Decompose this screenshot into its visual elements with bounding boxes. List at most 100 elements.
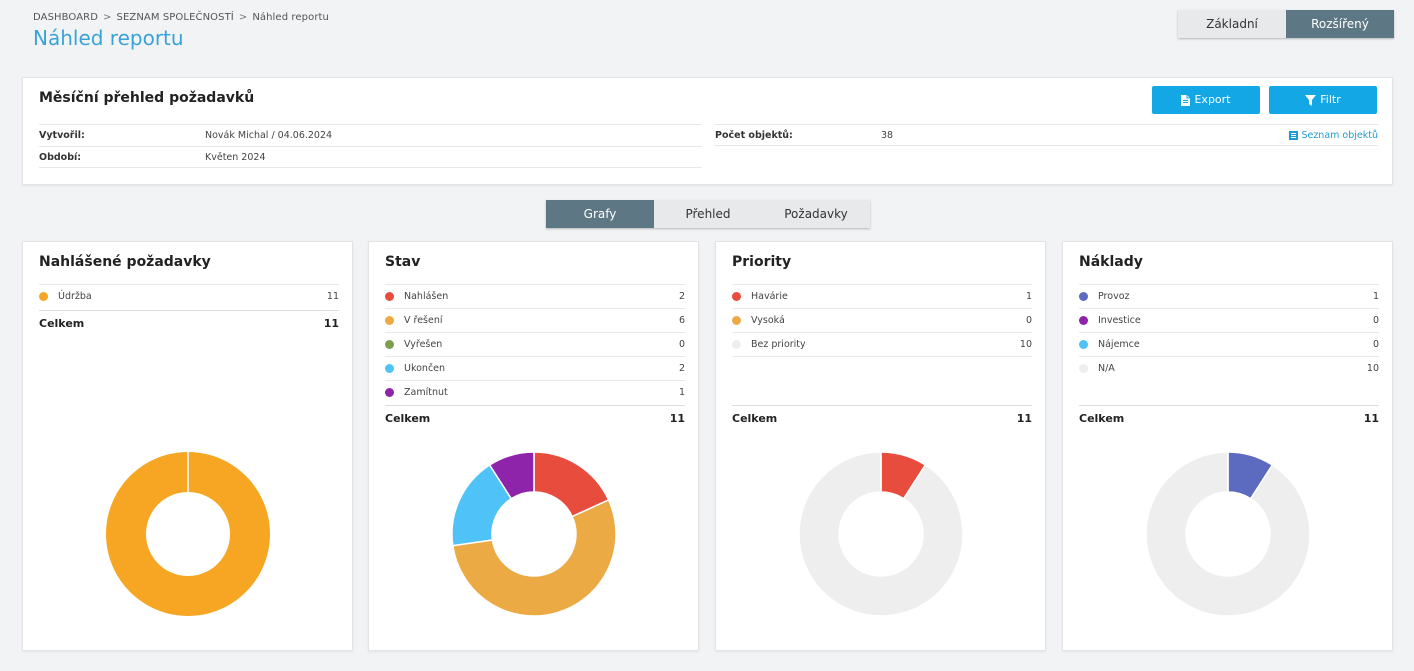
donut-slice-zam-tnut	[488, 451, 535, 500]
chart-total-row: Celkem 11	[1079, 405, 1379, 431]
created-by-label: Vytvořil:	[39, 130, 85, 141]
total-label: Celkem	[732, 412, 778, 425]
legend-item: N/A 10	[1079, 356, 1379, 380]
tab-overview[interactable]: Přehled	[654, 200, 762, 228]
filter-icon	[1305, 94, 1317, 106]
legend-label: Zamítnut	[404, 387, 448, 398]
legend-count: 0	[1025, 315, 1032, 326]
object-count-row: Počet objektů: 38 Seznam objektů	[715, 124, 1378, 146]
period-row: Období: Květen 2024	[39, 146, 702, 168]
legend-count: 2	[678, 363, 685, 374]
chart-title: Stav	[385, 254, 421, 270]
file-icon	[1181, 94, 1191, 106]
legend-color-dot	[385, 292, 394, 301]
chart-total-row: Celkem 11	[385, 405, 685, 431]
export-label: Export	[1194, 93, 1231, 106]
breadcrumb-current: Náhled reportu	[252, 12, 329, 23]
legend-count: 0	[1372, 315, 1379, 326]
legend-label: Vysoká	[751, 315, 785, 326]
legend-count: 10	[1366, 363, 1379, 374]
total-value: 11	[1363, 412, 1379, 425]
report-title: Měsíční přehled požadavků	[39, 90, 255, 106]
chart-total-row: Celkem 11	[732, 405, 1032, 431]
legend-count: 2	[678, 291, 685, 302]
legend-item: Zamítnut 1	[385, 380, 685, 404]
chart-panel-reported: Nahlášené požadavky Údržba 11 Celkem 11	[22, 241, 353, 651]
legend-item: Vysoká 0	[732, 308, 1032, 332]
legend-count: 6	[678, 315, 685, 326]
chart-panel-priorities: Priority Havárie 1 Vysoká 0 Bez priority…	[715, 241, 1046, 651]
legend-color-dot	[732, 292, 741, 301]
chart-title: Priority	[732, 254, 792, 270]
legend-color-dot	[385, 364, 394, 373]
legend-color-dot	[1079, 364, 1088, 373]
legend-item: Nájemce 0	[1079, 332, 1379, 356]
tab-charts[interactable]: Grafy	[546, 200, 654, 228]
legend-color-dot	[1079, 292, 1088, 301]
legend-count: 1	[1025, 291, 1032, 302]
report-info-card: Měsíční přehled požadavků Export Filtr V…	[22, 77, 1393, 185]
chart-total-row: Celkem 11	[39, 310, 339, 336]
mode-basic-button[interactable]: Základní	[1178, 10, 1286, 38]
legend-item: Ukončen 2	[385, 356, 685, 380]
tab-requests[interactable]: Požadavky	[762, 200, 870, 228]
export-button[interactable]: Export	[1152, 86, 1260, 114]
chart-legend: Provoz 1 Investice 0 Nájemce 0 N/A 10	[1079, 284, 1379, 380]
legend-item: Provoz 1	[1079, 284, 1379, 308]
chart-panel-costs: Náklady Provoz 1 Investice 0 Nájemce 0 N…	[1062, 241, 1393, 651]
chart-legend: Údržba 11	[39, 284, 339, 308]
legend-item: Údržba 11	[39, 284, 339, 308]
legend-count: 0	[678, 339, 685, 350]
legend-color-dot	[385, 388, 394, 397]
legend-item: V řešení 6	[385, 308, 685, 332]
legend-label: Vyřešen	[404, 339, 443, 350]
donut-slice--dr-ba	[105, 452, 270, 616]
legend-item: Bez priority 10	[732, 332, 1032, 356]
chart-title: Nahlášené požadavky	[39, 254, 211, 270]
list-icon	[1289, 131, 1299, 140]
legend-color-dot	[1079, 340, 1088, 349]
legend-count: 1	[678, 387, 685, 398]
legend-item: Vyřešen 0	[385, 332, 685, 356]
legend-count: 1	[1372, 291, 1379, 302]
legend-label: V řešení	[404, 315, 443, 326]
total-value: 11	[1016, 412, 1032, 425]
period-label: Období:	[39, 152, 82, 163]
donut-chart	[105, 452, 270, 616]
breadcrumb-companies[interactable]: SEZNAM SPOLEČNOSTÍ	[116, 12, 234, 23]
page-title: Náhled reportu	[33, 26, 184, 50]
chart-legend: Nahlášen 2 V řešení 6 Vyřešen 0 Ukončen …	[385, 284, 685, 404]
legend-label: Provoz	[1098, 291, 1130, 302]
legend-color-dot	[39, 292, 48, 301]
filter-label: Filtr	[1320, 93, 1341, 106]
legend-color-dot	[385, 316, 394, 325]
donut-slice-n-a	[1145, 451, 1311, 617]
legend-item: Havárie 1	[732, 284, 1032, 308]
legend-label: Investice	[1098, 315, 1141, 326]
legend-color-dot	[732, 340, 741, 349]
mode-switch: Základní Rozšířený	[1178, 10, 1394, 38]
donut-slice-bez-priority	[798, 451, 964, 617]
donut-slice-v-e-en-	[451, 498, 617, 617]
legend-count: 0	[1372, 339, 1379, 350]
legend-count: 10	[1019, 339, 1032, 350]
legend-spacer	[732, 356, 1032, 380]
breadcrumb-dashboard[interactable]: DASHBOARD	[33, 12, 99, 23]
legend-label: Bez priority	[751, 339, 806, 350]
object-count-value: 38	[881, 130, 894, 141]
legend-color-dot	[732, 316, 741, 325]
legend-label: Havárie	[751, 291, 788, 302]
filter-button[interactable]: Filtr	[1269, 86, 1377, 114]
legend-label: Údržba	[58, 291, 92, 302]
object-list-label: Seznam objektů	[1301, 130, 1378, 141]
chart-title: Náklady	[1079, 254, 1143, 270]
chart-panel-status: Stav Nahlášen 2 V řešení 6 Vyřešen 0 Uko…	[368, 241, 699, 651]
legend-label: Nahlášen	[404, 291, 449, 302]
object-count-label: Počet objektů:	[715, 130, 793, 141]
breadcrumb-separator: >	[103, 12, 112, 23]
total-value: 11	[669, 412, 685, 425]
legend-color-dot	[385, 340, 394, 349]
created-by-row: Vytvořil: Novák Michal / 04.06.2024	[39, 124, 702, 146]
mode-advanced-button[interactable]: Rozšířený	[1286, 10, 1394, 38]
object-list-link[interactable]: Seznam objektů	[1289, 125, 1378, 146]
